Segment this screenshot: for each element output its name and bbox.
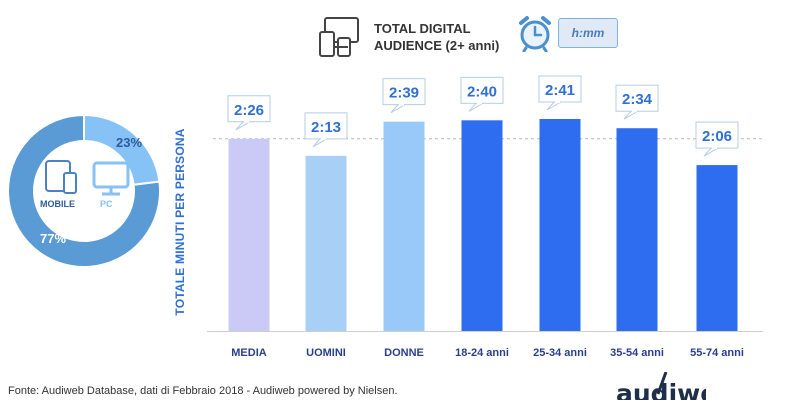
category-label: 25-34 anni: [533, 347, 587, 359]
pc-percentage: 23%: [116, 135, 143, 150]
data-label: 2:06: [702, 128, 732, 145]
value-callout: [382, 78, 426, 106]
bar: [696, 165, 738, 331]
callout-pointer: [468, 102, 484, 112]
category-label: DONNE: [384, 347, 424, 359]
devices-icon: [319, 17, 359, 57]
monitor-icon: [92, 161, 130, 196]
time-unit-label: h:mm: [558, 18, 618, 48]
bar: [228, 138, 270, 331]
value-callout: [304, 112, 348, 140]
value-callout: [538, 75, 582, 103]
tablet-phone-icon: [45, 160, 77, 194]
data-label: 2:41: [545, 82, 575, 99]
callout-pointer: [623, 110, 639, 120]
callout-pointer: [390, 104, 406, 114]
bar: [539, 119, 581, 331]
category-label: UOMINI: [306, 347, 346, 359]
device-share-donut: MOBILE PC 77% 23%: [6, 111, 162, 271]
callout-pointer: [312, 138, 328, 148]
data-label: 2:13: [311, 119, 341, 136]
donut-inner-circle: [34, 141, 134, 241]
value-callout: [227, 95, 271, 123]
callout-pointer: [703, 147, 719, 157]
value-callout: [460, 76, 504, 104]
category-label: MEDIA: [231, 347, 267, 359]
category-label: 55-74 anni: [690, 347, 744, 359]
source-footnote: Fonte: Audiweb Database, dati di Febbrai…: [8, 385, 398, 397]
callout-pointer: [235, 121, 251, 131]
mobile-percentage: 77%: [40, 231, 67, 246]
legend-line-2: AUDIENCE (2+ anni): [374, 38, 500, 53]
callout-pointer: [546, 101, 562, 111]
bar: [461, 120, 503, 331]
data-label: 2:40: [467, 83, 497, 100]
category-label: 18-24 anni: [455, 347, 509, 359]
data-label: 2:26: [234, 102, 264, 119]
value-callout: [695, 121, 739, 149]
mobile-label: MOBILE: [40, 199, 75, 209]
category-label: 35-54 anni: [610, 347, 664, 359]
audiweb-logo: audiweb: [614, 372, 706, 400]
time-format-indicator: h:mm: [516, 14, 618, 52]
bar: [305, 155, 347, 331]
data-label: 2:34: [622, 91, 653, 108]
pc-label: PC: [100, 199, 113, 209]
alarm-clock-icon: [519, 16, 551, 52]
audience-legend: TOTAL DIGITAL AUDIENCE (2+ anni): [318, 16, 499, 60]
bar: [616, 128, 658, 331]
bar: [383, 121, 425, 331]
legend-line-1: TOTAL DIGITAL: [374, 21, 471, 36]
data-label: 2:39: [389, 85, 419, 102]
